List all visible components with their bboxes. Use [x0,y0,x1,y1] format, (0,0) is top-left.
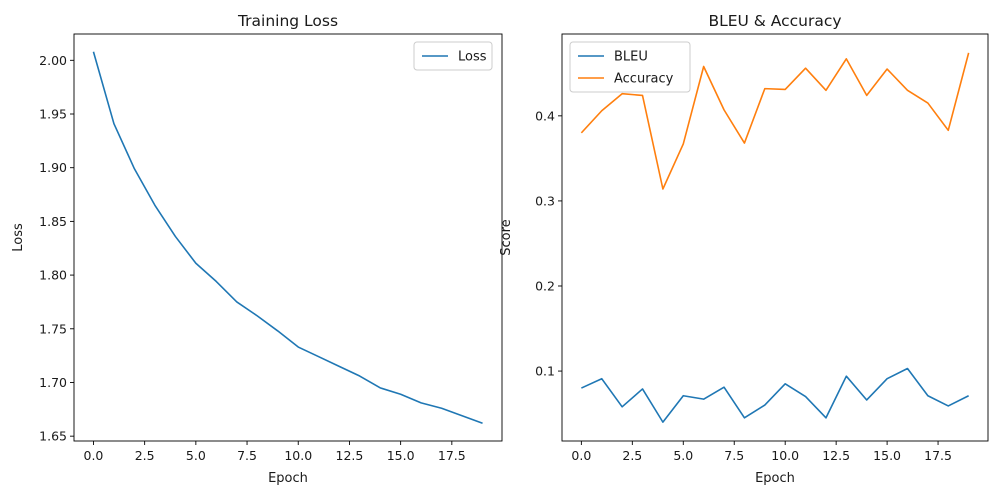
chart-title: Training Loss [237,12,338,30]
y-tick-label: 1.90 [39,160,67,175]
y-tick-label: 2.00 [39,53,67,68]
x-tick-label: 2.5 [135,448,155,463]
x-tick-label: 15.0 [873,448,901,463]
plot-lines [92,51,483,425]
x-tick-label: 12.5 [822,448,850,463]
x-tick-label: 10.0 [771,448,799,463]
x-tick-label: 7.5 [724,448,744,463]
bleu-accuracy-panel: BLEU & Accuracy Epoch Score 0.0 2.5 5.0 7.5… [499,12,989,486]
x-axis-label: Epoch [755,471,795,486]
y-axis-label: Score [499,219,514,255]
training-loss-panel: Training Loss Epoch Loss 0.0 2.5 5.0 7.5 10.… [11,12,503,486]
y-tick-label: 0.1 [535,364,555,379]
x-tick-label: 5.0 [186,448,206,463]
axes-frame [561,33,989,442]
y-tick-label: 1.75 [39,321,67,336]
legend-box [413,41,493,71]
x-tick-label: 12.5 [336,448,364,463]
y-tick-label: 1.95 [39,107,67,122]
legend: Loss [413,41,493,71]
series-line-loss [92,51,483,425]
x-tick-label: 2.5 [622,448,642,463]
chart-title: BLEU & Accuracy [708,12,841,30]
series-line-bleu [581,367,969,423]
x-ticks: 0.0 2.5 5.0 7.5 10.0 12.5 15.0 17.5 [84,441,466,463]
x-tick-label: 7.5 [237,448,257,463]
y-tick-label: 0.4 [535,108,555,123]
x-tick-label: 5.0 [673,448,693,463]
legend: BLEU Accuracy [569,41,691,93]
y-tick-label: 1.85 [39,214,67,229]
series-line-accuracy [580,52,970,190]
y-tick-label: 0.3 [535,193,555,208]
y-tick-label: 1.80 [39,268,67,283]
x-tick-label: 17.5 [924,448,952,463]
x-ticks: 0.0 2.5 5.0 7.5 10.0 12.5 15.0 17.5 [571,441,952,463]
x-tick-label: 0.0 [571,448,591,463]
y-ticks: 0.1 0.2 0.3 0.4 [535,108,562,379]
y-axis-label: Loss [11,223,26,252]
axes-frame [73,33,503,442]
legend-label: Accuracy [614,72,674,87]
legend-label: Loss [458,50,487,65]
x-tick-label: 10.0 [284,448,312,463]
legend-box [569,41,691,93]
y-tick-label: 1.70 [39,375,67,390]
y-ticks: 1.65 1.70 1.75 1.80 1.85 1.90 1.95 2.00 [39,53,74,444]
x-axis-label: Epoch [268,471,308,486]
plot-lines [580,52,970,423]
y-tick-label: 1.65 [39,429,67,444]
y-tick-label: 0.2 [535,278,555,293]
legend-label: BLEU [614,50,648,65]
x-tick-label: 0.0 [84,448,104,463]
x-tick-label: 15.0 [387,448,415,463]
x-tick-label: 17.5 [438,448,466,463]
